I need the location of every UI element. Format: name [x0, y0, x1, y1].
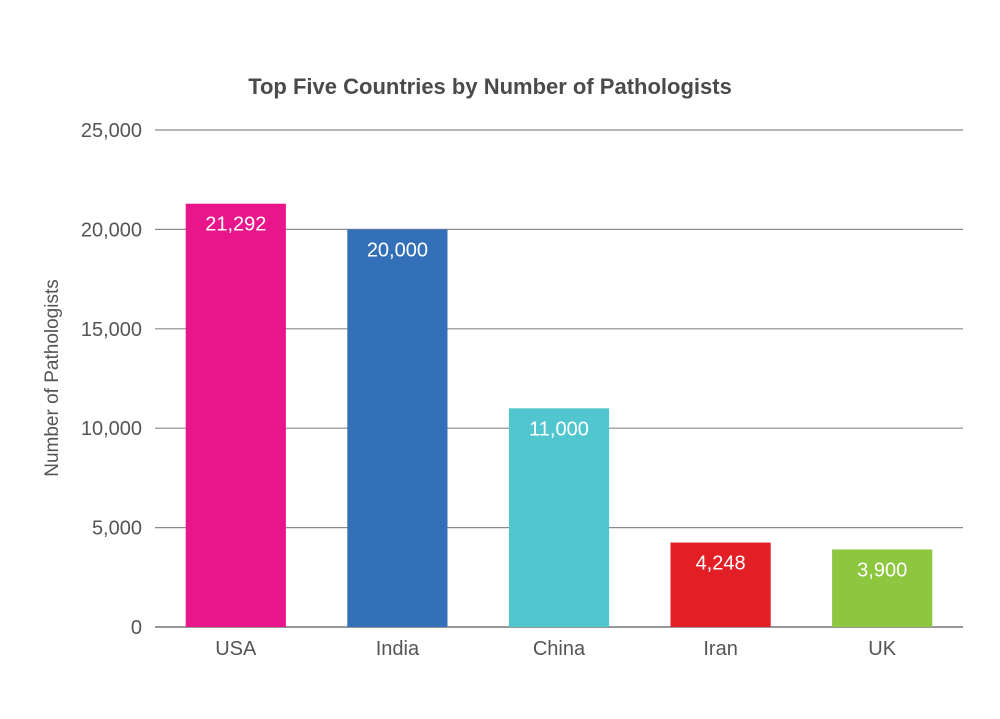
data-label: 4,248	[696, 553, 746, 575]
x-axis-ticks: USA India China Iran UK	[215, 638, 897, 660]
x-tick-label: Iran	[703, 638, 737, 660]
chart-title: Top Five Countries by Number of Patholog…	[248, 74, 732, 99]
x-tick-label: India	[376, 638, 420, 660]
x-tick-label: UK	[868, 638, 896, 660]
y-tick-label: 5,000	[92, 518, 142, 540]
bar-china	[509, 408, 609, 627]
bar-india	[347, 229, 447, 627]
y-tick-label: 15,000	[81, 319, 142, 341]
y-axis-ticks: 0 5,000 10,000 15,000 20,000 25,000	[81, 120, 142, 639]
x-tick-label: USA	[215, 638, 257, 660]
data-label: 20,000	[367, 239, 428, 261]
y-tick-label: 20,000	[81, 219, 142, 241]
x-tick-label: China	[533, 638, 586, 660]
y-tick-label: 0	[131, 617, 142, 639]
y-tick-label: 25,000	[81, 120, 142, 142]
y-axis-label: Number of Pathologists	[42, 279, 63, 477]
bar-usa	[186, 204, 286, 627]
bars	[186, 204, 933, 627]
data-label: 21,292	[205, 214, 266, 236]
data-label: 11,000	[529, 418, 589, 440]
data-label: 3,900	[857, 559, 907, 581]
y-tick-label: 10,000	[81, 418, 142, 440]
